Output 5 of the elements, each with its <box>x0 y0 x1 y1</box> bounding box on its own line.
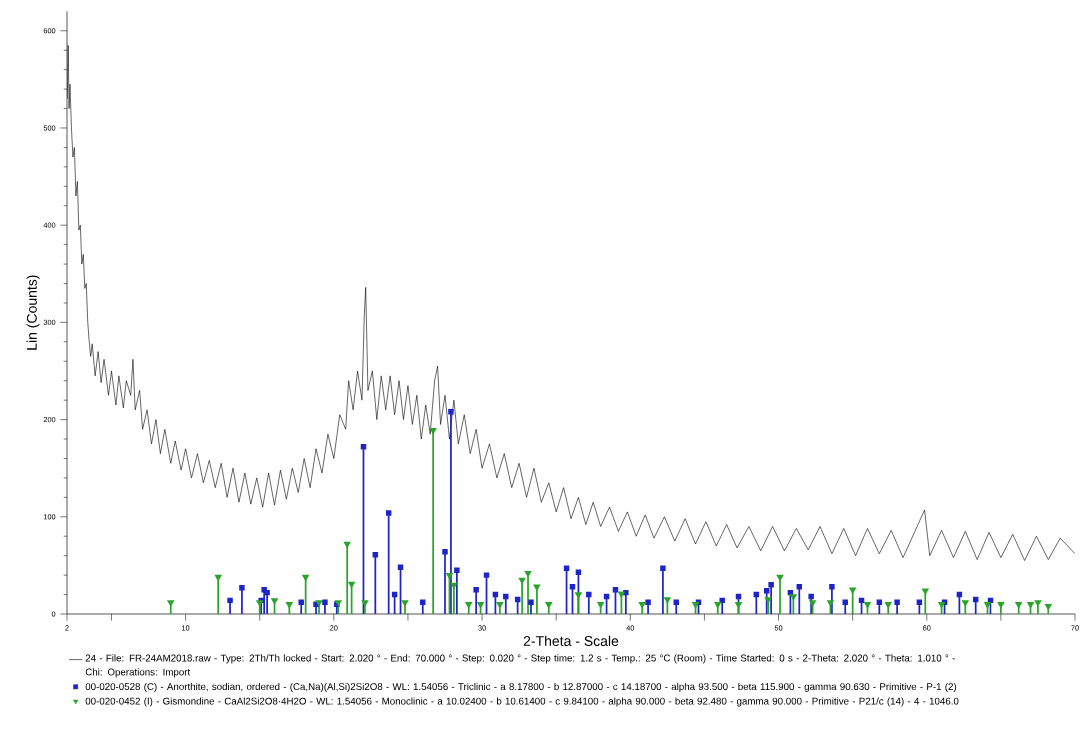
legend-label: 00-020-0452 (I) - Gismondine - CaAl2Si2O8·4H2O - WL: 1.54056 - Monoclinic - a 10.02400 - b 10.61400 - c 9.84100 - alpha 90.000 - beta 92.480 - gamma 90.000 - Primitive - P21/c (14) - 4 - 1046.0 <box>85 697 959 707</box>
legend-label: 24 - File: FR-24AM2018.raw - Type: 2Th/Th locked - Start: 2.020 ° - End: 70.000 ° - Step: 0.020 ° - Step time: 1.2 s - Temp.: 25 °C (Room) - Time Started: 0 s - 2-Theta: 2.020 ° - Theta: 1.010 ° - Chi: Operations: Import <box>85 654 955 678</box>
legend-label: 00-020-0528 (C) - Anorthite, sodian, ordered - (Ca,Na)(Al,Si)2Si2O8 - WL: 1.54056 - Triclinic - a 8.17800 - b 12.87000 - c 14.18700 - alpha 93.500 - beta 115.900 - gamma 90.630 - Primitive - P-1 (2) <box>85 682 957 692</box>
y-axis-title: Lin (Counts) <box>26 275 40 350</box>
x-axis-title: 2-Theta - Scale <box>523 635 619 647</box>
